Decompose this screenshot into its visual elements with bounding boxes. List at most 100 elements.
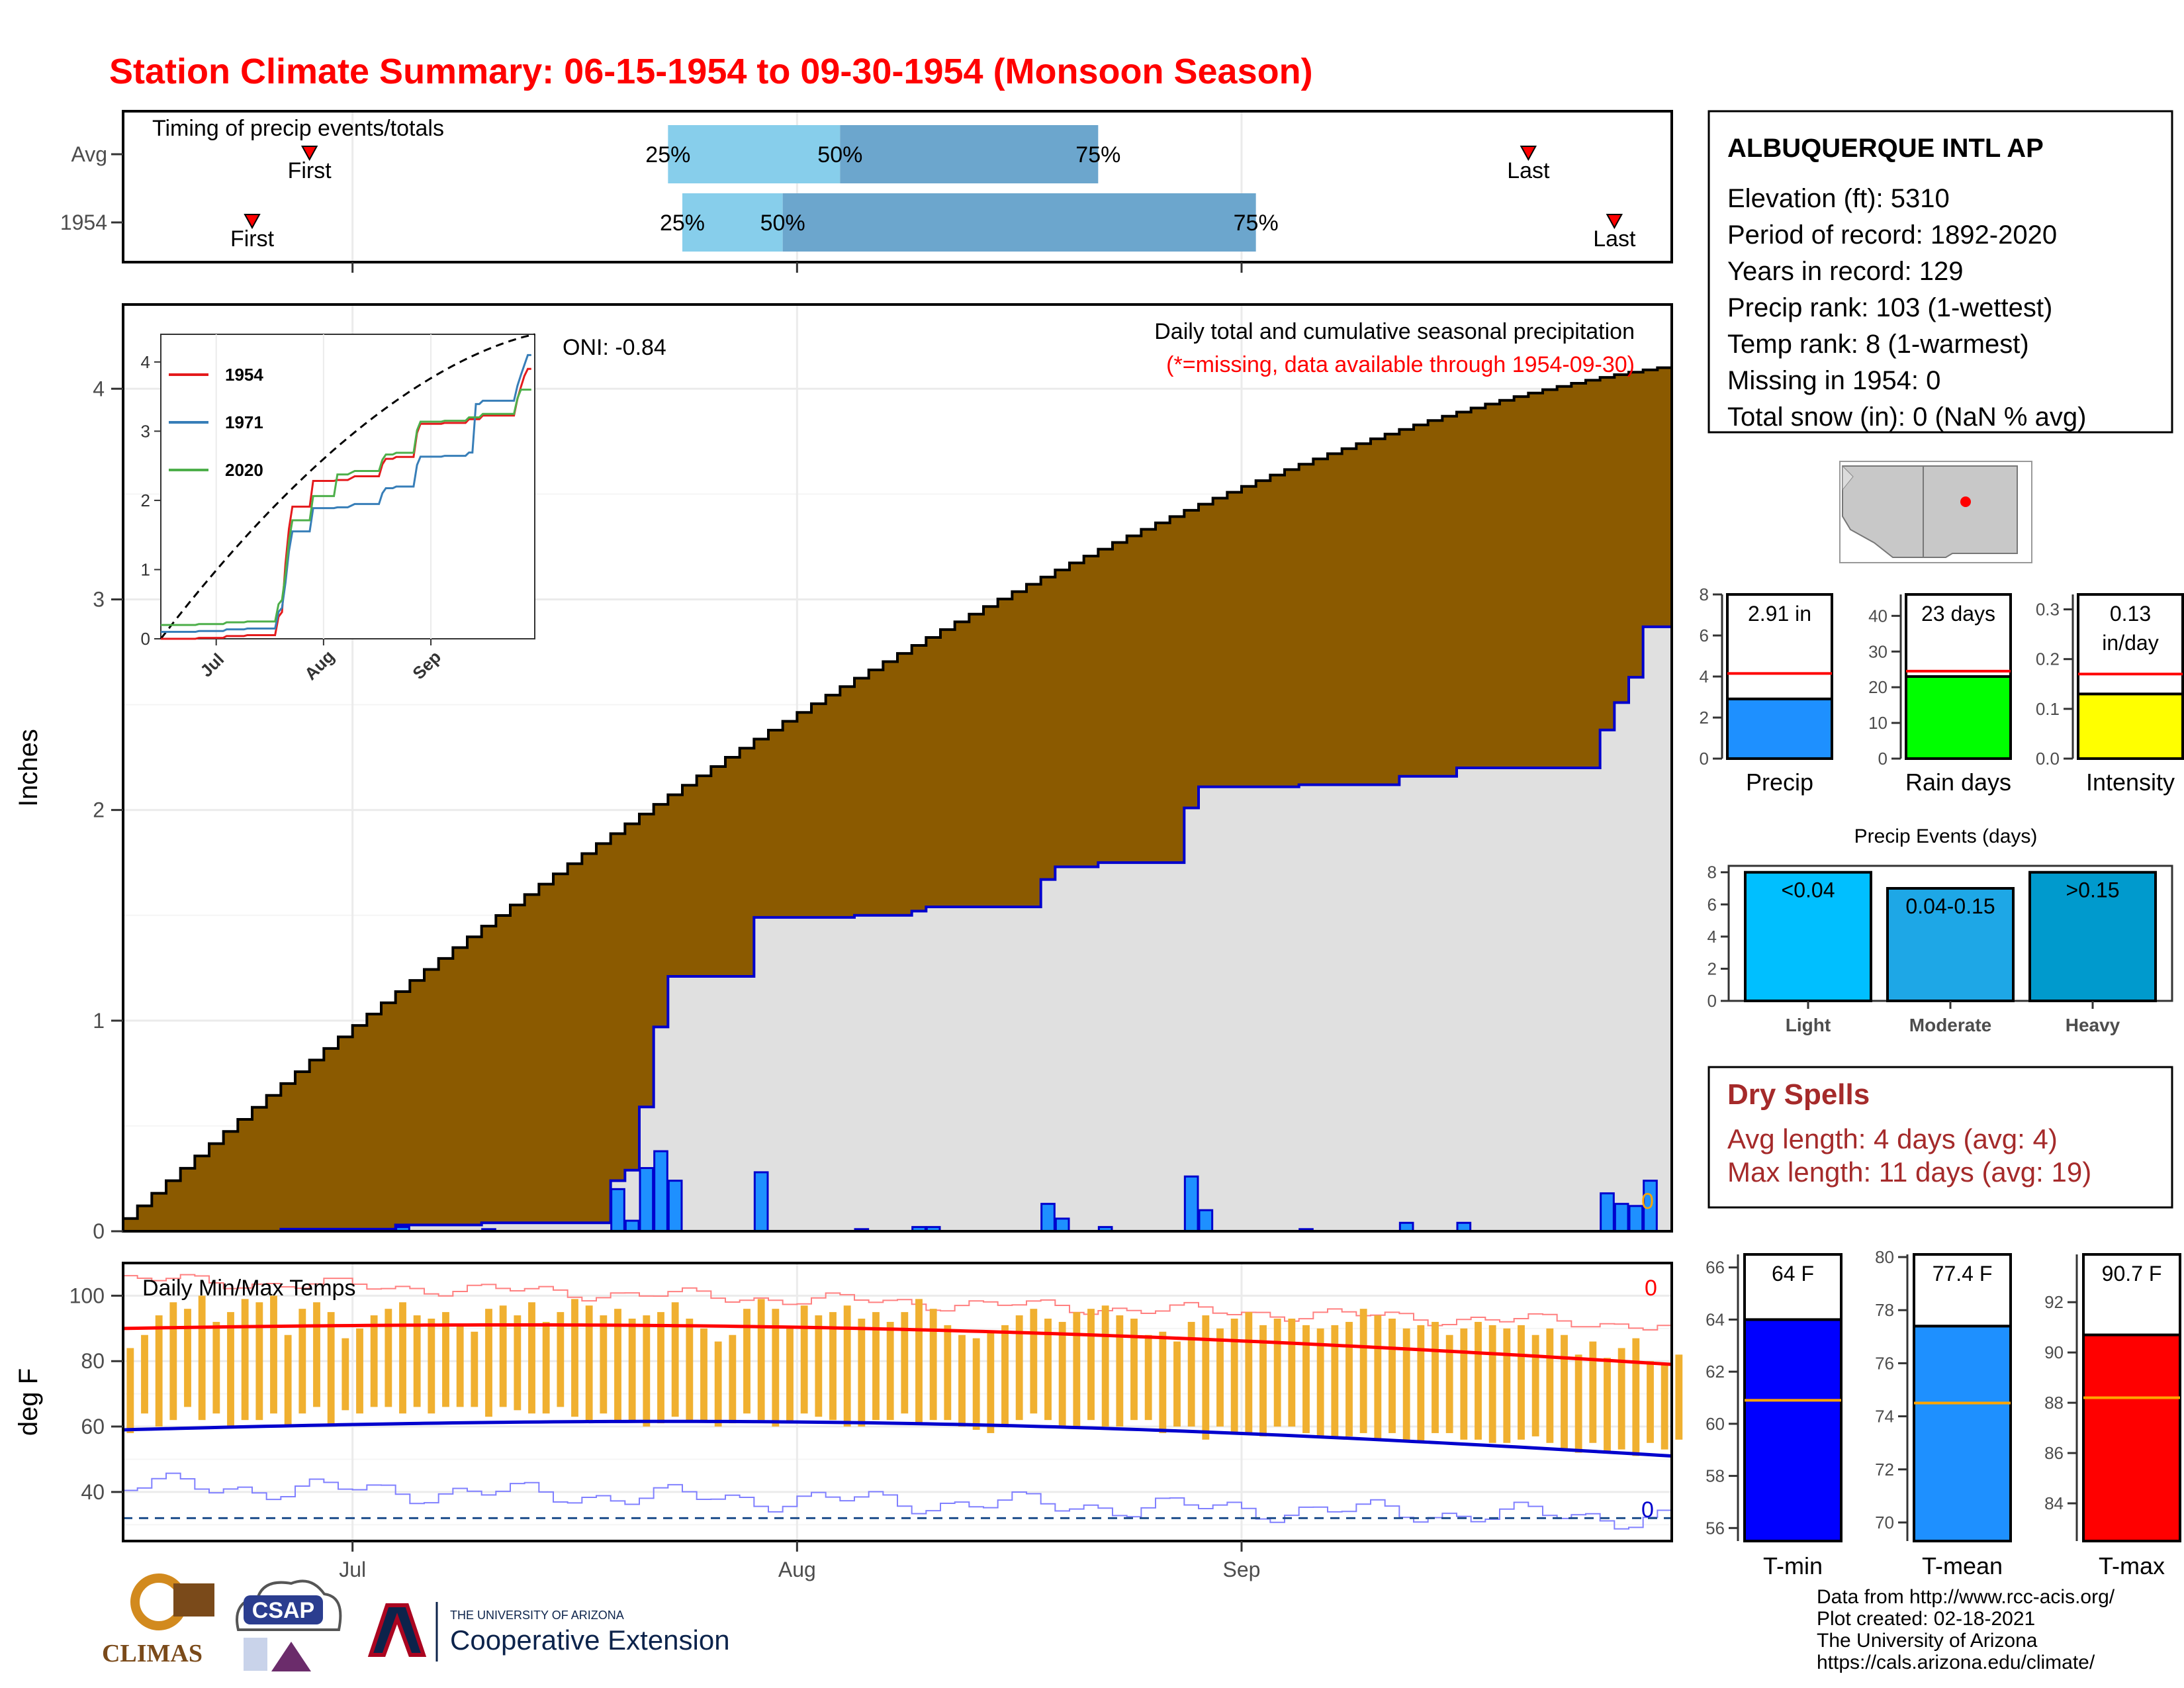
events-y-tick-label: 6 <box>1707 894 1717 914</box>
summary-value-label: 23 days <box>1921 602 1995 626</box>
daily-temp-bar <box>198 1295 206 1421</box>
daily-temp-bar <box>1216 1328 1224 1427</box>
daily-temp-bar <box>915 1299 923 1424</box>
x-tick-label: Sep <box>1223 1558 1261 1581</box>
daily-temp-bar <box>241 1299 249 1421</box>
year-cumulative-precip-area <box>123 625 1673 1233</box>
daily-temp-bar <box>1432 1321 1439 1433</box>
inset-y-tick-label: 2 <box>141 491 150 510</box>
inset-legend: 1954 1971 2020 <box>169 365 263 480</box>
temp-summary-value-label: 90.7 F <box>2102 1262 2162 1286</box>
temp-series <box>122 1274 1683 1530</box>
timing-first-marker <box>244 214 261 230</box>
daily-temp-bar <box>571 1299 578 1417</box>
daily-temp-bar <box>141 1335 148 1414</box>
timing-bars: 25% 50% 75% First Last 25% 50% 75% First Last <box>230 125 1636 252</box>
normal-min-line <box>122 1419 1672 1458</box>
csap-logo: CSAP <box>236 1579 342 1671</box>
climas-logo: CLIMAS <box>102 1573 214 1667</box>
summary-bar-top <box>1905 593 2012 678</box>
summary-y-tick-label: 0.3 <box>2036 600 2060 620</box>
daily-temp-bar <box>886 1321 894 1421</box>
daily-temp-bar <box>1087 1309 1095 1421</box>
record-max-line <box>123 1274 1672 1331</box>
dry-spells-max: Max length: 11 days (avg: 19) <box>1727 1156 2091 1188</box>
daily-temp-bar <box>514 1315 522 1411</box>
temp-summary-y-tick-label: 60 <box>1706 1414 1725 1434</box>
daily-temp-bar <box>714 1341 722 1427</box>
summary-value-label: 2.91 in <box>1748 602 1811 626</box>
events-y-tick-label: 0 <box>1707 991 1717 1011</box>
events-range-label: >0.15 <box>2066 878 2120 902</box>
daily-precip-bar <box>1628 1205 1644 1233</box>
daily-temp-bar <box>643 1315 651 1427</box>
daily-temp-bar <box>1546 1328 1554 1443</box>
timing-first-marker <box>300 146 318 162</box>
daily-temp-bar <box>1116 1315 1124 1427</box>
daily-temp-bar <box>1030 1309 1038 1414</box>
station-info-frame <box>1707 110 2173 434</box>
daily-precip-bar <box>610 1188 625 1233</box>
temp-summary-y-tick-label: 58 <box>1706 1466 1725 1486</box>
timing-percentile-label: 50% <box>817 142 862 167</box>
daily-temp-bar <box>1159 1331 1167 1433</box>
temp-y-tick-label: 40 <box>81 1480 105 1504</box>
location-map <box>1839 461 2032 563</box>
station-details: Elevation (ft): 5310 Period of record: 18… <box>1727 184 2086 432</box>
timing-bar-50-75 <box>840 125 1099 183</box>
station-detail-line: Precip rank: 103 (1-wettest) <box>1727 293 2052 322</box>
temp-y-tick-label: 60 <box>81 1415 105 1438</box>
timing-first-marker-label: First <box>288 158 332 183</box>
precip-y-tick-label: 1 <box>93 1009 105 1033</box>
daily-temp-bar <box>126 1348 134 1433</box>
temp-gridlines <box>123 1263 1672 1541</box>
events-bar-label: Moderate <box>1909 1015 1991 1035</box>
daily-temp-bar <box>485 1309 492 1417</box>
events-bar <box>1744 870 1872 1002</box>
temp-y-label: deg F <box>14 1368 43 1436</box>
temp-summary-y-tick-label: 78 <box>1875 1300 1894 1320</box>
daily-precip-bar <box>1198 1209 1214 1233</box>
daily-temp-bar <box>1130 1319 1138 1421</box>
daily-temp-bar <box>370 1315 378 1407</box>
temp-summary-y-tick-label: 70 <box>1875 1513 1894 1532</box>
temp-summary-y-tick-label: 76 <box>1875 1353 1894 1373</box>
timing-bar-25-50 <box>682 193 783 252</box>
temp-summary-value-bar <box>1743 1318 1843 1542</box>
daily-temp-bar <box>1574 1354 1582 1453</box>
dry-spells-box: Dry Spells Avg length: 4 days (avg: 4) M… <box>1707 1066 2173 1209</box>
dry-spells-avg: Avg length: 4 days (avg: 4) <box>1727 1123 2058 1154</box>
summary-y-tick-label: 30 <box>1868 641 1888 661</box>
timing-panel: 25% 50% 75% First Last 25% 50% 75% First Last Tim… <box>60 110 1673 263</box>
daily-precip-bar <box>1054 1217 1070 1233</box>
daily-temp-bar <box>1503 1328 1511 1443</box>
daily-temp-bar <box>700 1328 707 1421</box>
summary-y-tick-label: 2 <box>1700 708 1709 727</box>
daily-temp-bar <box>1589 1341 1597 1443</box>
temp-y-tick-label: 100 <box>69 1284 105 1307</box>
inset-y-tick-label: 4 <box>141 352 150 372</box>
new-mexico-shape <box>1923 465 2018 558</box>
temp-summary-y-tick-label: 90 <box>2044 1342 2064 1362</box>
station-detail-line: Period of record: 1892-2020 <box>1727 220 2057 250</box>
daily-temp-bar <box>499 1305 507 1407</box>
precip-y-tick-label: 0 <box>93 1219 105 1243</box>
daily-temp-bar <box>1001 1325 1009 1427</box>
station-info-box: ALBUQUERQUE INTL AP Elevation (ft): 5310… <box>1707 110 2173 434</box>
events-range-label: 0.04-0.15 <box>1905 894 1995 918</box>
daily-temp-bar <box>1661 1364 1668 1450</box>
daily-temp-bar <box>614 1309 621 1421</box>
daily-temp-bar <box>1359 1309 1367 1433</box>
temp-summary-bars: 56 58 60 62 64 66 64 F T-min 70 72 74 76 78 80 77.4 F T… <box>1706 1247 2181 1579</box>
daily-temp-bar <box>800 1305 808 1414</box>
daily-temp-bar <box>1488 1325 1496 1443</box>
footer-credit-line: https://cals.arizona.edu/climate/ <box>1817 1652 2095 1673</box>
daily-temp-bar <box>1632 1338 1640 1456</box>
daily-temp-bar <box>557 1312 565 1407</box>
summary-y-tick-label: 0 <box>1878 749 1888 769</box>
ua-a-icon <box>367 1603 427 1657</box>
inset-legend-label: 1971 <box>225 412 263 432</box>
summary-value-bar <box>1905 675 2012 760</box>
station-detail-line: Years in record: 129 <box>1727 257 1964 286</box>
daily-temp-bar <box>972 1338 980 1430</box>
